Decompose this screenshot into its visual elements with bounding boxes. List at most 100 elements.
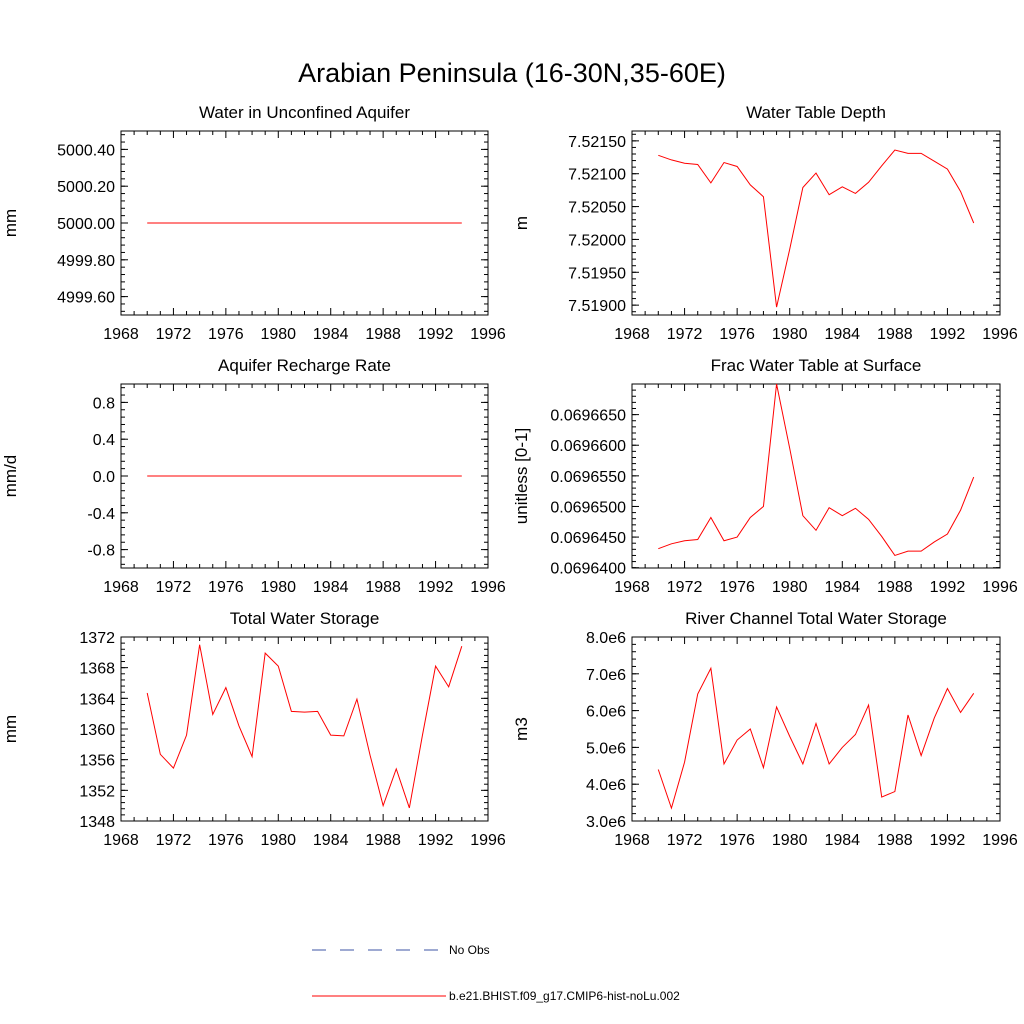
y-tick-label: 1352: [79, 783, 115, 800]
x-tick-label: 1980: [260, 579, 296, 596]
x-tick-label: 1972: [667, 326, 703, 343]
x-tick-label: 1996: [470, 326, 506, 343]
x-tick-label: 1992: [930, 326, 966, 343]
y-tick-label: 7.0e6: [586, 667, 626, 684]
y-tick-label: 5000.40: [57, 142, 115, 159]
series-line: [146, 644, 463, 809]
series-line: [658, 383, 975, 557]
panel-title: River Channel Total Water Storage: [685, 609, 947, 628]
plot-frame: [120, 636, 489, 822]
x-tick-label: 1988: [365, 832, 401, 849]
y-tick-label: 0.8: [93, 395, 115, 412]
series-line: [658, 149, 975, 308]
panels: Water in Unconfined Aquifer 1968 1972 1976 1…: [1, 103, 1018, 849]
x-tick-label: 1988: [365, 326, 401, 343]
x-tick-label: 1968: [103, 579, 139, 596]
plot-frame: [631, 636, 1001, 822]
x-tick-label: 1976: [719, 832, 755, 849]
y-tick-label: 7.52050: [568, 200, 626, 217]
x-tick-label: 1984: [313, 579, 349, 596]
y-tick-label: 5.0e6: [586, 740, 626, 757]
y-tick-label: 0.0696400: [550, 561, 626, 578]
x-tick-label: 1984: [824, 832, 860, 849]
x-tick-label: 1988: [365, 579, 401, 596]
y-tick-label: 0.0696450: [550, 530, 626, 547]
legend-model-label: b.e21.BHIST.f09_g17.CMIP6-hist-noLu.002: [449, 989, 680, 1003]
panel-title: Total Water Storage: [230, 609, 380, 628]
y-tick-label: 0.0696550: [550, 469, 626, 486]
x-tick-label: 1984: [313, 832, 349, 849]
panel-water-table-depth: Water Table Depth 1968 1972 1976 1980 1984 198…: [512, 103, 1018, 343]
x-tick-label: 1984: [824, 326, 860, 343]
x-tick-label: 1980: [772, 326, 808, 343]
x-tick-label: 1992: [930, 579, 966, 596]
y-tick-label: 0.0696600: [550, 438, 626, 455]
y-tick-label: 7.51900: [568, 298, 626, 315]
y-tick-label: 4999.60: [57, 290, 115, 307]
y-tick-label: 1348: [79, 814, 115, 831]
y-tick-label: 4.0e6: [586, 777, 626, 794]
y-tick-label: 0.0696500: [550, 499, 626, 516]
x-tick-label: 1980: [260, 326, 296, 343]
panel-frac-water-table-surface: Frac Water Table at Surface 1968 1972 1976 1…: [512, 356, 1018, 596]
x-tick-label: 1980: [772, 832, 808, 849]
y-tick-label: 4999.80: [57, 253, 115, 270]
y-tick-label: 7.52150: [568, 134, 626, 151]
panel-title: Frac Water Table at Surface: [711, 356, 922, 375]
y-axis-label: mm: [1, 209, 20, 237]
y-tick-label: -0.4: [87, 506, 115, 523]
x-tick-label: 1988: [877, 579, 913, 596]
x-tick-label: 1992: [418, 326, 454, 343]
y-tick-label: -0.8: [87, 543, 115, 560]
y-tick-label: 5000.00: [57, 216, 115, 233]
x-tick-label: 1984: [313, 326, 349, 343]
y-tick-label: 1360: [79, 722, 115, 739]
panel-aquifer-recharge-rate: Aquifer Recharge Rate 1968 1972 1976 1980 198…: [1, 356, 506, 596]
x-tick-label: 1988: [877, 326, 913, 343]
x-tick-label: 1976: [719, 579, 755, 596]
y-tick-label: 0.0696650: [550, 408, 626, 425]
x-tick-label: 1972: [667, 579, 703, 596]
x-tick-label: 1996: [470, 579, 506, 596]
x-tick-label: 1984: [824, 579, 860, 596]
y-tick-label: 1364: [79, 691, 115, 708]
y-tick-label: 7.52100: [568, 167, 626, 184]
y-tick-label: 1368: [79, 661, 115, 678]
y-tick-label: 3.0e6: [586, 814, 626, 831]
panel-title: Water Table Depth: [746, 103, 886, 122]
x-tick-label: 1992: [930, 832, 966, 849]
y-tick-label: 7.51950: [568, 265, 626, 282]
x-tick-label: 1976: [208, 832, 244, 849]
x-tick-label: 1992: [418, 579, 454, 596]
x-tick-label: 1968: [614, 832, 650, 849]
x-tick-label: 1972: [156, 326, 192, 343]
panel-water-unconfined-aquifer: Water in Unconfined Aquifer 1968 1972 1976 1…: [1, 103, 506, 343]
y-axis-label: m3: [512, 717, 531, 741]
x-tick-label: 1968: [614, 579, 650, 596]
main-title: Arabian Peninsula (16-30N,35-60E): [298, 58, 726, 88]
x-tick-label: 1996: [982, 832, 1018, 849]
y-axis-label: mm: [1, 715, 20, 743]
x-tick-label: 1988: [877, 832, 913, 849]
x-tick-label: 1968: [103, 326, 139, 343]
x-tick-label: 1968: [103, 832, 139, 849]
y-tick-label: 7.52000: [568, 232, 626, 249]
series-line: [657, 666, 975, 810]
panel-river-channel-storage: River Channel Total Water Storage 1968 197…: [512, 609, 1018, 849]
y-tick-label: 0.0: [93, 469, 115, 486]
x-tick-label: 1996: [982, 326, 1018, 343]
x-tick-label: 1980: [260, 832, 296, 849]
x-tick-label: 1972: [667, 832, 703, 849]
x-tick-label: 1972: [156, 832, 192, 849]
y-axis-label: unitless [0-1]: [512, 428, 531, 524]
y-axis-label: mm/d: [1, 455, 20, 498]
panel-total-water-storage: Total Water Storage 1968 1972 1976 1980 1984 1…: [1, 609, 506, 849]
x-tick-label: 1972: [156, 579, 192, 596]
y-tick-label: 8.0e6: [586, 630, 626, 647]
x-tick-label: 1980: [772, 579, 808, 596]
y-tick-label: 1356: [79, 753, 115, 770]
panel-title: Aquifer Recharge Rate: [218, 356, 391, 375]
x-tick-label: 1992: [418, 832, 454, 849]
y-tick-label: 0.4: [93, 432, 115, 449]
